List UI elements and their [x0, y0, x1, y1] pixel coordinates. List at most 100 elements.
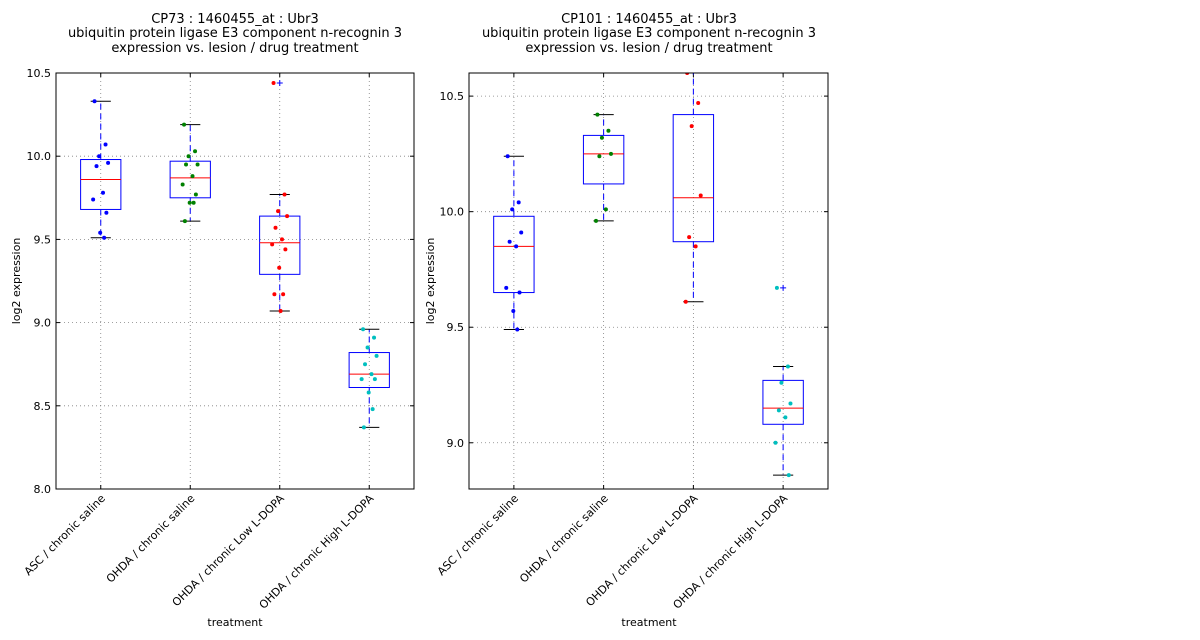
- data-point: [98, 230, 103, 235]
- data-point: [783, 415, 788, 420]
- y-tick-label: 9.0: [447, 437, 465, 450]
- data-point: [273, 225, 278, 230]
- data-point: [365, 345, 370, 350]
- data-point: [361, 327, 366, 332]
- data-point: [693, 244, 698, 249]
- data-point: [510, 207, 515, 212]
- box-group: [80, 99, 122, 240]
- y-tick-label: 9.5: [34, 233, 52, 246]
- data-point: [92, 99, 97, 104]
- data-point: [507, 239, 512, 244]
- y-tick-label: 8.0: [34, 483, 52, 496]
- box-group: [762, 284, 804, 478]
- data-point: [519, 230, 524, 235]
- y-tick-label: 9.5: [447, 321, 465, 334]
- y-tick-label: 10.5: [440, 90, 465, 103]
- interquartile-box: [80, 159, 122, 210]
- grid-lines: [56, 72, 414, 490]
- outlier-marker: [276, 79, 283, 86]
- interquartile-box: [493, 215, 535, 294]
- box-group: [672, 73, 715, 304]
- x-axis-label: treatment: [207, 616, 263, 629]
- data-point: [270, 242, 275, 247]
- data-point: [104, 210, 109, 215]
- y-axis-label: log2 expression: [10, 238, 23, 325]
- x-tick-label: ASC / chronic saline: [435, 492, 521, 578]
- data-point: [689, 124, 694, 129]
- data-point: [505, 154, 510, 159]
- y-tick-label: 10.5: [27, 67, 52, 80]
- data-point: [102, 235, 107, 240]
- data-point: [191, 200, 196, 205]
- data-point: [776, 408, 781, 413]
- data-point: [182, 219, 187, 224]
- data-point: [101, 190, 106, 195]
- data-point: [593, 218, 598, 223]
- data-point: [774, 285, 779, 290]
- data-point: [683, 299, 688, 304]
- box-group: [348, 327, 390, 430]
- data-point: [599, 135, 604, 140]
- box-group: [169, 122, 211, 224]
- box-group: [493, 154, 535, 332]
- data-point: [106, 160, 111, 165]
- plot-area: [493, 73, 804, 478]
- y-tick-label: 10.0: [27, 150, 52, 163]
- data-point: [97, 154, 102, 159]
- data-point: [272, 292, 277, 297]
- data-point: [187, 200, 192, 205]
- data-point: [363, 362, 368, 367]
- plot-area: [80, 79, 390, 430]
- data-point: [511, 309, 516, 314]
- data-point: [366, 390, 371, 395]
- data-point: [283, 247, 288, 252]
- data-point: [514, 244, 519, 249]
- data-point: [195, 162, 200, 167]
- chart-title-line-1: CP73 : 1460455_at : Ubr3: [151, 12, 319, 27]
- data-point: [372, 335, 377, 340]
- data-point: [193, 192, 198, 197]
- data-point: [186, 154, 191, 159]
- chart-title-line-3: expression vs. lesion / drug treatment: [111, 41, 358, 56]
- plot-frame: [468, 72, 829, 490]
- y-tick-label: 9.0: [34, 317, 52, 330]
- y-tick-label: 8.5: [34, 400, 52, 413]
- chart-title-line-2: ubiquitin protein ligase E3 component n-…: [68, 26, 402, 41]
- x-tick-label: OHDA / chronic saline: [517, 492, 611, 586]
- data-point: [91, 197, 96, 202]
- data-point: [370, 407, 375, 412]
- chart-panel-cp101: CP101 : 1460455_at : Ubr3 ubiquitin prot…: [424, 12, 829, 629]
- data-point: [281, 292, 286, 297]
- data-point: [361, 425, 366, 430]
- outlier-marker: [780, 284, 787, 291]
- data-point: [278, 308, 283, 313]
- x-tick-label: ASC / chronic saline: [22, 492, 108, 578]
- data-point: [779, 380, 784, 385]
- chart-title-line-1: CP101 : 1460455_at : Ubr3: [561, 12, 737, 27]
- plot-frame: [55, 72, 415, 490]
- data-point: [190, 174, 195, 179]
- data-point: [608, 151, 613, 156]
- data-point: [786, 473, 791, 478]
- data-point: [517, 290, 522, 295]
- data-point: [687, 235, 692, 240]
- data-point: [374, 353, 379, 358]
- chart-title-line-2: ubiquitin protein ligase E3 component n-…: [482, 26, 816, 41]
- data-point: [94, 164, 99, 169]
- interquartile-box: [169, 160, 211, 199]
- interquartile-box: [348, 352, 390, 388]
- data-point: [285, 214, 290, 219]
- x-axis-label: treatment: [621, 616, 677, 629]
- x-tick-label: OHDA / chronic saline: [104, 492, 198, 586]
- data-point: [773, 440, 778, 445]
- data-point: [369, 372, 374, 377]
- box-group: [582, 112, 625, 223]
- data-point: [698, 193, 703, 198]
- data-point: [372, 377, 377, 382]
- data-point: [193, 149, 198, 154]
- data-point: [277, 265, 282, 270]
- data-point: [696, 101, 701, 106]
- data-point: [271, 80, 276, 85]
- data-point: [597, 154, 602, 159]
